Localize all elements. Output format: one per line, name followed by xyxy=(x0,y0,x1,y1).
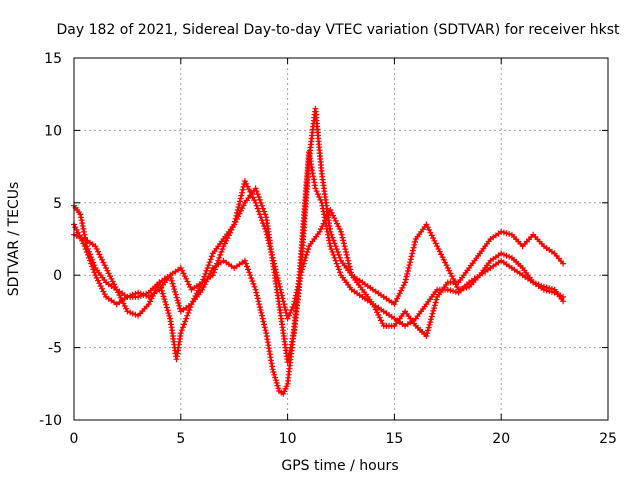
series-line-track-3 xyxy=(72,179,565,338)
plot-frame xyxy=(73,57,609,421)
x-tick-label: 25 xyxy=(599,431,617,447)
y-tick-label: 15 xyxy=(44,51,62,67)
chart-title: Day 182 of 2021, Sidereal Day-to-day VTE… xyxy=(57,22,620,38)
y-tick-label: 0 xyxy=(53,268,62,284)
grid xyxy=(74,58,608,420)
x-tick-labels: 0 5 10 15 20 25 xyxy=(70,431,617,447)
x-tick-label: 5 xyxy=(176,431,185,447)
y-tick-label: 10 xyxy=(44,123,62,139)
series-markers-track-2 xyxy=(71,105,567,366)
y-tick-label: 5 xyxy=(53,196,62,212)
y-tick-label: -10 xyxy=(39,413,62,429)
x-tick-label: 15 xyxy=(385,431,403,447)
series-markers-track-1 xyxy=(71,149,567,397)
y-axis-label: SDTVAR / TECUs xyxy=(6,182,22,297)
x-tick-label: 10 xyxy=(279,431,297,447)
axis-ticks xyxy=(73,57,609,421)
x-axis-label: GPS time / hours xyxy=(281,458,398,474)
series-line-track-1 xyxy=(72,150,565,396)
data-series xyxy=(72,107,565,396)
x-tick-label: 0 xyxy=(70,431,79,447)
y-tick-labels: -10 -5 0 5 10 15 xyxy=(39,51,62,429)
x-tick-label: 20 xyxy=(492,431,510,447)
y-tick-label: -5 xyxy=(48,341,62,357)
